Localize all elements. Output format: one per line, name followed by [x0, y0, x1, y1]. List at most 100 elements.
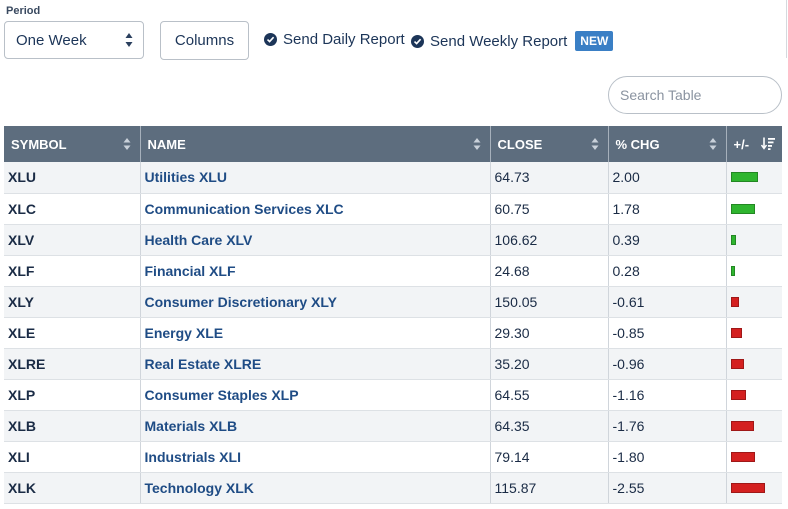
table-row[interactable]: XLV Health Care XLV 106.62 0.39	[4, 224, 782, 256]
pct-chg-cell: -1.80	[608, 441, 727, 473]
table-row[interactable]: XLK Technology XLK 115.87 -2.55	[4, 472, 782, 504]
symbol-cell: XLK	[4, 472, 141, 504]
send-daily-report-label: Send Daily Report	[283, 31, 405, 48]
change-bar-cell	[726, 317, 782, 349]
symbol-cell: XLB	[4, 410, 141, 442]
name-link[interactable]: Materials XLB	[140, 410, 491, 442]
search-input[interactable]	[609, 77, 781, 113]
table-row[interactable]: XLF Financial XLF 24.68 0.28	[4, 255, 782, 287]
table-row[interactable]: XLB Materials XLB 64.35 -1.76	[4, 410, 782, 442]
period-label: Period	[6, 5, 41, 17]
table-row[interactable]: XLP Consumer Staples XLP 64.55 -1.16	[4, 379, 782, 411]
column-header-symbol[interactable]: SYMBOL	[4, 126, 141, 162]
column-header-label: NAME	[147, 136, 186, 152]
column-header-label: +/-	[733, 136, 750, 152]
change-bar	[730, 389, 746, 400]
table-body: XLU Utilities XLU 64.73 2.00 XLC Communicatio…	[4, 162, 782, 504]
table-row[interactable]: XLY Consumer Discretionary XLY 150.05 -0.61	[4, 286, 782, 318]
column-header-plus-minus[interactable]: +/-	[726, 126, 782, 162]
name-link[interactable]: Energy XLE	[140, 317, 491, 349]
change-bar-cell	[726, 379, 782, 411]
panel-divider	[786, 0, 787, 58]
pct-chg-cell: 0.39	[608, 224, 727, 256]
close-cell: 24.68	[490, 255, 609, 287]
column-header-close[interactable]: CLOSE	[490, 126, 609, 162]
name-link[interactable]: Industrials XLI	[140, 441, 491, 473]
change-bar-cell	[726, 441, 782, 473]
name-link[interactable]: Communication Services XLC	[140, 193, 491, 225]
change-bar-cell	[726, 224, 782, 256]
close-cell: 29.30	[490, 317, 609, 349]
column-header-pct-chg[interactable]: % CHG	[608, 126, 727, 162]
symbol-cell: XLY	[4, 286, 141, 318]
name-link[interactable]: Consumer Staples XLP	[140, 379, 491, 411]
close-cell: 60.75	[490, 193, 609, 225]
symbol-cell: XLC	[4, 193, 141, 225]
column-header-label: SYMBOL	[11, 136, 67, 152]
sort-arrows-icon	[123, 138, 130, 150]
send-weekly-report-label: Send Weekly Report	[430, 32, 568, 50]
check-circle-icon	[264, 33, 277, 46]
sort-arrows-icon	[591, 138, 598, 150]
name-link[interactable]: Consumer Discretionary XLY	[140, 286, 491, 318]
close-cell: 35.20	[490, 348, 609, 380]
pct-chg-cell: 1.78	[608, 193, 727, 225]
close-cell: 106.62	[490, 224, 609, 256]
close-cell: 64.55	[490, 379, 609, 411]
name-link[interactable]: Financial XLF	[140, 255, 491, 287]
pct-chg-cell: -1.76	[608, 410, 727, 442]
name-link[interactable]: Health Care XLV	[140, 224, 491, 256]
change-bar	[730, 172, 758, 183]
change-bar	[730, 265, 735, 276]
pct-chg-cell: -0.85	[608, 317, 727, 349]
change-bar	[730, 296, 739, 307]
table-row[interactable]: XLI Industrials XLI 79.14 -1.80	[4, 441, 782, 473]
table-row[interactable]: XLU Utilities XLU 64.73 2.00	[4, 162, 782, 194]
table-row[interactable]: XLC Communication Services XLC 60.75 1.78	[4, 193, 782, 225]
change-bar	[730, 482, 765, 493]
check-circle-icon	[411, 34, 424, 48]
change-bar	[730, 234, 736, 245]
symbol-cell: XLE	[4, 317, 141, 349]
name-link[interactable]: Technology XLK	[140, 472, 491, 504]
change-bar	[730, 420, 754, 431]
symbol-cell: XLP	[4, 379, 141, 411]
change-bar	[730, 327, 742, 338]
name-link[interactable]: Real Estate XLRE	[140, 348, 491, 380]
table-row[interactable]: XLE Energy XLE 29.30 -0.85	[4, 317, 782, 349]
close-cell: 115.87	[490, 472, 609, 504]
pct-chg-cell: 2.00	[608, 162, 727, 194]
search-box[interactable]	[608, 76, 782, 114]
pct-chg-cell: -2.55	[608, 472, 727, 504]
change-bar-cell	[726, 162, 782, 194]
columns-button[interactable]: Columns	[160, 21, 249, 60]
period-selected-value: One Week	[16, 31, 87, 49]
sector-table: SYMBOL NAME CLOSE % CHG +/-	[4, 126, 782, 504]
column-header-name[interactable]: NAME	[140, 126, 491, 162]
name-link[interactable]: Utilities XLU	[140, 162, 491, 194]
change-bar-cell	[726, 255, 782, 287]
close-cell: 79.14	[490, 441, 609, 473]
select-arrows-icon	[125, 33, 133, 47]
send-weekly-report-toggle[interactable]: Send Weekly Report NEW	[411, 31, 614, 51]
column-header-label: CLOSE	[497, 136, 543, 152]
change-bar	[730, 358, 744, 369]
change-bar	[730, 451, 755, 462]
close-cell: 64.35	[490, 410, 609, 442]
sort-descending-icon	[761, 137, 775, 150]
close-cell: 150.05	[490, 286, 609, 318]
symbol-cell: XLRE	[4, 348, 141, 380]
table-row[interactable]: XLRE Real Estate XLRE 35.20 -0.96	[4, 348, 782, 380]
send-daily-report-toggle[interactable]: Send Daily Report	[264, 31, 405, 48]
pct-chg-cell: 0.28	[608, 255, 727, 287]
symbol-cell: XLI	[4, 441, 141, 473]
pct-chg-cell: -1.16	[608, 379, 727, 411]
sort-arrows-icon	[709, 138, 716, 150]
close-cell: 64.73	[490, 162, 609, 194]
period-select[interactable]: One Week	[4, 21, 144, 59]
table-header-row: SYMBOL NAME CLOSE % CHG +/-	[4, 126, 782, 162]
change-bar-cell	[726, 348, 782, 380]
symbol-cell: XLF	[4, 255, 141, 287]
change-bar	[730, 203, 755, 214]
change-bar-cell	[726, 286, 782, 318]
